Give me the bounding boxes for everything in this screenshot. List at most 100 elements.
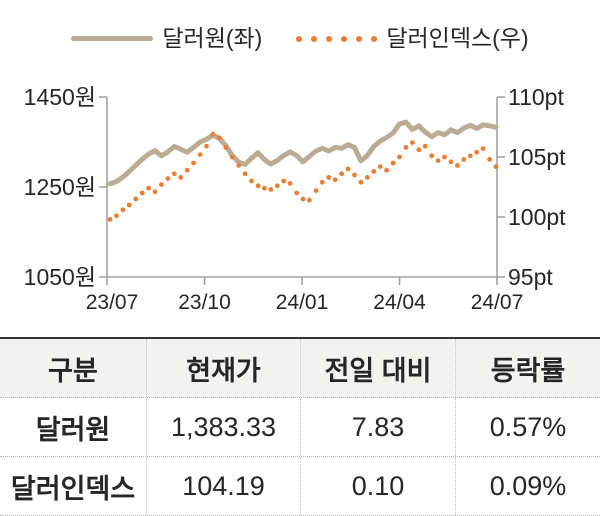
table-header-cell-3: 등락률 — [455, 339, 600, 397]
data-point-dot — [197, 152, 203, 158]
table-row: 달러원 1,383.33 7.83 0.57% — [0, 398, 600, 457]
data-point-dot — [364, 175, 370, 180]
legend-item-dollar-index: 달러인덱스(우) — [296, 25, 529, 51]
x-axis-tick-label: 23/10 — [178, 291, 231, 314]
data-point-dot — [217, 135, 222, 141]
data-point-dot — [268, 187, 274, 192]
data-point-dot — [242, 171, 248, 177]
left-axis-tick-label: 1250원 — [24, 174, 96, 200]
legend-item-usdkrw: 달러원(좌) — [71, 27, 262, 50]
data-point-dot — [487, 157, 492, 162]
data-point-dot — [467, 153, 473, 159]
row-value: 0.10 — [300, 457, 455, 515]
data-point-dot — [191, 160, 197, 166]
data-point-dot — [307, 197, 312, 203]
data-point-dot — [416, 147, 422, 153]
right-axis-tick-label: 110pt — [508, 84, 564, 110]
data-point-dot — [371, 169, 377, 174]
data-point-dot — [152, 189, 158, 195]
table-row: 달러인덱스 104.19 0.10 0.09% — [0, 457, 600, 516]
data-point-dot — [139, 190, 145, 196]
right-axis-tick-label: 100pt — [508, 204, 566, 230]
data-point-dot — [120, 207, 126, 213]
data-point-dot — [178, 175, 184, 180]
data-point-dot — [429, 153, 435, 159]
left-axis-tick-label: 1450원 — [24, 84, 96, 110]
data-point-dot — [352, 172, 357, 178]
chart-legend: 달러원(좌) 달러인덱스(우) — [0, 27, 600, 50]
data-point-dot — [126, 202, 132, 208]
data-point-dot — [422, 143, 428, 149]
data-point-dot — [210, 131, 216, 137]
data-point-dot — [300, 196, 306, 202]
quote-table: 구분 현재가 전일 대비 등락률 달러원 1,383.33 7.83 0.57% 달러인덱스 1… — [0, 337, 600, 516]
data-point-dot — [474, 149, 480, 155]
data-point-dot — [236, 163, 242, 168]
table-header-cell-0: 구분 — [48, 355, 98, 386]
x-axis-tick-label: 24/01 — [276, 291, 329, 314]
data-point-dot — [332, 177, 338, 183]
fx-rate-chart: 1450원 1250원 1050원 110pt 105pt 100pt 95pt 23/07 2… — [24, 84, 566, 314]
x-axis-tick-label: 24/04 — [373, 291, 426, 314]
data-point-dot — [204, 143, 209, 149]
usdkrw-series-line — [107, 119, 499, 187]
data-point-dot — [397, 154, 402, 160]
row-value: 7.83 — [300, 398, 455, 456]
data-point-dot — [262, 185, 267, 191]
data-point-dot — [319, 179, 325, 185]
data-point-dot — [377, 164, 383, 170]
row-value: 1,383.33 — [146, 398, 300, 456]
data-point-dot — [313, 188, 319, 194]
right-axis-tick-label: 105pt — [508, 144, 566, 170]
data-point-dot — [339, 171, 344, 177]
data-point-dot — [358, 179, 364, 185]
data-point-dot — [184, 167, 190, 173]
data-point-dot — [493, 164, 499, 170]
data-point-dot — [384, 167, 389, 173]
left-axis-tick-label: 1050원 — [24, 264, 96, 290]
data-point-dot — [480, 146, 486, 152]
row-label: 달러인덱스 — [10, 473, 136, 504]
data-point-dot — [146, 185, 152, 191]
data-point-dot — [442, 154, 447, 160]
data-point-dot — [274, 183, 280, 189]
data-point-dot — [326, 175, 332, 180]
data-point-dot — [390, 160, 396, 166]
legend-label-usdkrw: 달러원(좌) — [162, 25, 263, 51]
data-point-dot — [133, 196, 139, 202]
data-point-dot — [165, 176, 171, 182]
data-point-dot — [171, 171, 177, 177]
row-value: 0.09% — [455, 457, 600, 515]
data-point-dot — [223, 145, 229, 150]
dollar-index-dots-swatch — [296, 35, 378, 42]
data-point-dot — [114, 213, 119, 219]
row-label: 달러원 — [35, 414, 111, 445]
right-axis-tick-label: 95pt — [508, 264, 553, 290]
data-point-dot — [107, 217, 113, 222]
legend-label-dollar-index: 달러인덱스(우) — [386, 25, 529, 51]
data-point-dot — [455, 163, 460, 168]
data-point-dot — [435, 158, 441, 164]
axis-frame — [106, 97, 498, 278]
x-axis-tick-label: 24/07 — [471, 291, 524, 314]
data-point-dot — [249, 178, 254, 184]
row-value: 0.57% — [455, 398, 600, 456]
data-point-dot — [410, 140, 415, 146]
data-point-dot — [403, 145, 409, 150]
data-point-dot — [159, 182, 164, 188]
data-point-dot — [287, 181, 293, 186]
data-point-dot — [229, 154, 235, 160]
table-header-cell-2: 전일 대비 — [300, 339, 455, 397]
row-value: 104.19 — [146, 457, 300, 515]
usdkrw-line-swatch — [71, 36, 154, 41]
data-point-dot — [294, 190, 299, 196]
data-point-dot — [281, 178, 287, 184]
data-point-dot — [345, 166, 351, 172]
dollar-index-series-dots — [107, 131, 499, 222]
data-point-dot — [461, 157, 467, 162]
table-header-cell-1: 현재가 — [146, 339, 300, 397]
table-header-row: 구분 현재가 전일 대비 등락률 — [0, 339, 600, 398]
x-axis-tick-label: 23/07 — [86, 291, 139, 314]
data-point-dot — [448, 159, 454, 165]
data-point-dot — [255, 183, 261, 189]
